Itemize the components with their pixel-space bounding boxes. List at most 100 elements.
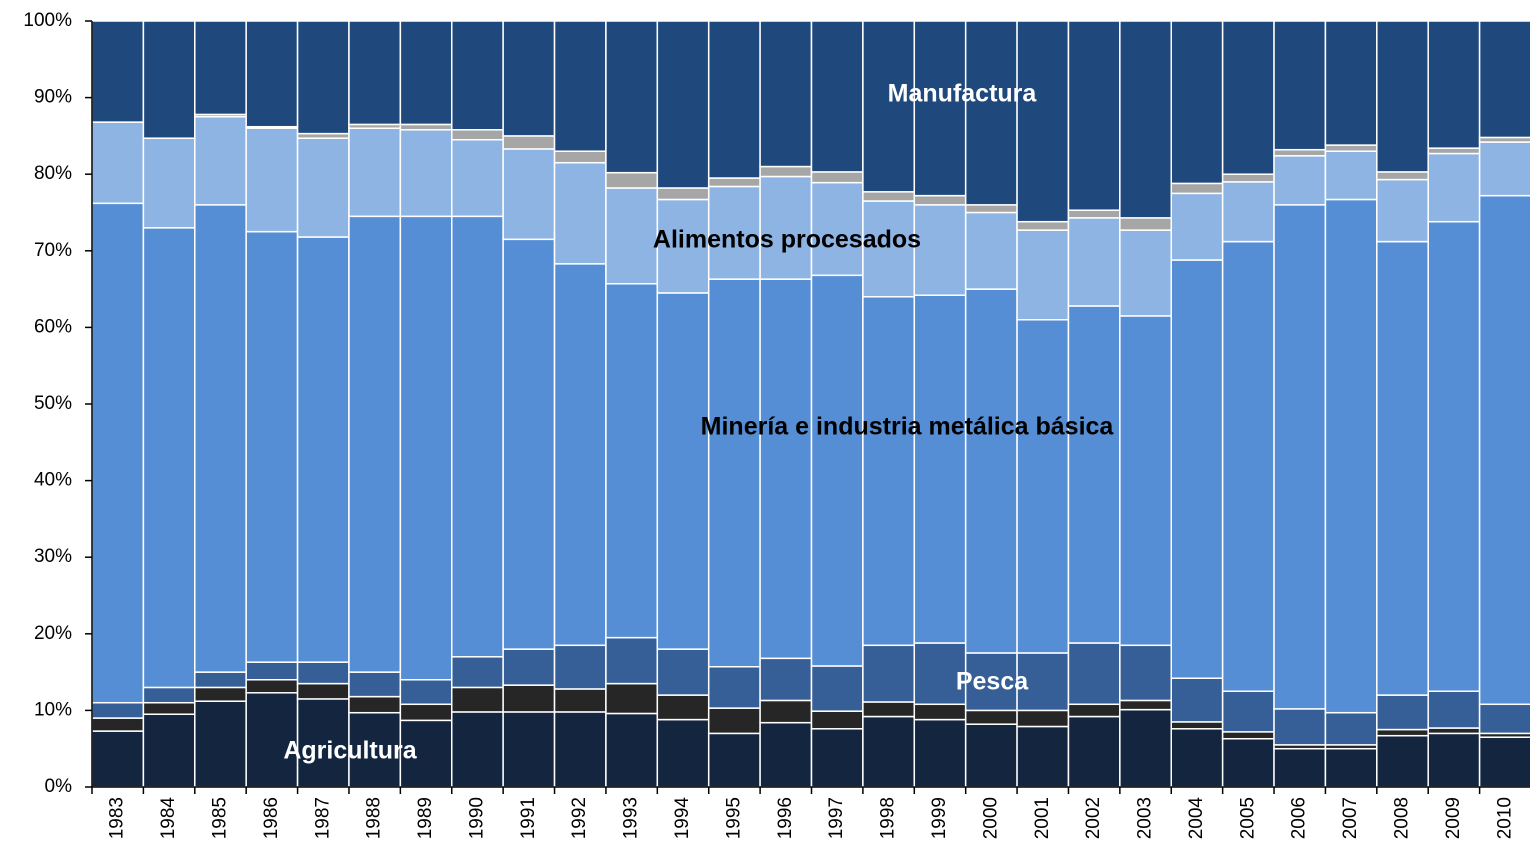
bar-segment xyxy=(91,20,145,123)
x-tick-label: 1992 xyxy=(569,797,590,839)
bar-segment xyxy=(1170,20,1224,185)
bar-segment xyxy=(1170,192,1224,261)
bar-segment xyxy=(348,20,402,126)
bar-segment xyxy=(656,648,710,696)
bar-segment xyxy=(1478,141,1530,197)
x-tick-label: 1984 xyxy=(158,797,179,840)
bar-segment xyxy=(707,732,761,788)
bar-segment xyxy=(1119,20,1173,219)
bar-segment xyxy=(1221,737,1275,788)
bar-segment xyxy=(245,127,299,233)
bar-segment xyxy=(810,20,864,173)
bar-segment xyxy=(913,20,967,197)
bar-segment xyxy=(451,129,504,141)
bar-segment xyxy=(759,721,813,788)
bar-segment xyxy=(245,692,299,788)
bar-segment xyxy=(1427,147,1481,155)
bar-segment xyxy=(399,703,453,722)
bar-segment xyxy=(759,657,813,702)
bar-segment xyxy=(1376,171,1429,181)
bar-segment xyxy=(348,671,402,698)
bar-segment xyxy=(1478,194,1530,706)
x-tick-label: 2004 xyxy=(1186,797,1207,840)
bar-segment xyxy=(348,215,402,673)
bar-segment xyxy=(142,686,196,704)
bar-segment xyxy=(348,695,402,714)
bar-segment xyxy=(91,121,145,205)
bar-segment xyxy=(91,730,145,788)
y-tick-label: 70% xyxy=(34,240,72,261)
bar-segment xyxy=(1324,198,1378,714)
bar-segment xyxy=(1016,725,1070,788)
bar-segment xyxy=(1376,728,1429,737)
bar-segment xyxy=(862,701,916,718)
x-tick-label: 2010 xyxy=(1494,797,1515,839)
bar-segment xyxy=(1016,318,1070,654)
y-tick-label: 30% xyxy=(34,546,72,567)
bar-segment xyxy=(1119,217,1173,231)
bar-segment xyxy=(296,682,350,700)
bar-segment xyxy=(605,282,659,639)
bar-segment xyxy=(656,694,710,721)
bar-segment xyxy=(502,711,556,788)
series-label: Agricultura xyxy=(283,737,417,765)
bar-segment xyxy=(1427,732,1481,788)
bar-segment xyxy=(1324,150,1378,201)
x-tick-label: 2006 xyxy=(1289,797,1310,839)
bar-segment xyxy=(1067,20,1121,211)
bar-segment xyxy=(451,656,504,689)
series-label: Minería e industria metálica básica xyxy=(701,413,1115,441)
bar-segment xyxy=(1324,711,1378,746)
bar-segment xyxy=(194,671,247,689)
bar-segment xyxy=(553,644,607,690)
bar-segment xyxy=(913,718,967,788)
bar-segment xyxy=(605,712,659,788)
bar-segment xyxy=(245,679,299,694)
bar-segment xyxy=(1119,229,1173,317)
bar-segment xyxy=(707,665,761,709)
bar-segment xyxy=(1376,20,1429,173)
bar-segment xyxy=(451,20,504,131)
x-tick-label: 2009 xyxy=(1443,797,1464,839)
x-tick-label: 1995 xyxy=(723,797,744,839)
bar-segment xyxy=(1273,708,1327,746)
x-tick-label: 2008 xyxy=(1392,797,1413,839)
bar-segment xyxy=(245,20,299,128)
bar-segment xyxy=(707,185,761,280)
bar-segment xyxy=(296,661,350,685)
bar-segment xyxy=(1016,220,1070,231)
x-tick-label: 1994 xyxy=(672,797,693,840)
x-tick-label: 1983 xyxy=(107,797,128,839)
bar-segment xyxy=(296,20,350,135)
x-tick-label: 2005 xyxy=(1237,797,1258,839)
bar-segment xyxy=(810,181,864,277)
bar-segment xyxy=(862,715,916,788)
bar-segment xyxy=(759,278,813,660)
bar-segment xyxy=(194,204,247,673)
bar-segment xyxy=(142,20,196,139)
bar-segment xyxy=(1067,217,1121,307)
bar-segment xyxy=(759,699,813,724)
bar-segment xyxy=(656,187,710,201)
bar-segment xyxy=(502,238,556,650)
bar-segment xyxy=(1376,178,1429,243)
bar-segment xyxy=(1016,20,1070,223)
bar-segment xyxy=(1376,240,1429,696)
x-tick-label: 2002 xyxy=(1083,797,1104,839)
bar-segment xyxy=(1427,220,1481,693)
x-tick-label: 2000 xyxy=(980,797,1001,839)
bar-segment xyxy=(1067,703,1121,718)
bar-segment xyxy=(1016,229,1070,321)
bar-segment xyxy=(1067,209,1121,219)
x-tick-label: 2003 xyxy=(1135,797,1156,839)
bar-segment xyxy=(605,682,659,715)
x-tick-label: 1987 xyxy=(312,797,333,839)
bar-segment xyxy=(1324,144,1378,152)
bar-segment xyxy=(451,215,504,658)
bar-segment xyxy=(1067,305,1121,644)
bar-segment xyxy=(913,294,967,644)
x-tick-label: 1996 xyxy=(775,797,796,839)
y-tick-label: 100% xyxy=(23,10,72,31)
bar-segment xyxy=(142,701,196,715)
